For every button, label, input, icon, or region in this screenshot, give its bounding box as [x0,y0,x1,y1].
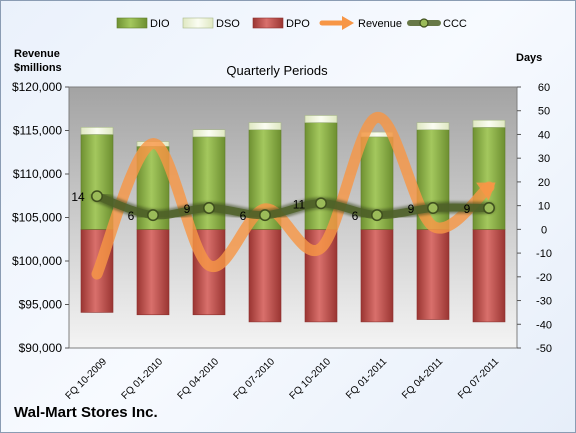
legend-swatch-dio [116,17,148,29]
bar-dpo [416,229,450,320]
ccc-data-label: 9 [464,202,471,216]
right-axis-tick-label: -50 [536,343,552,355]
ccc-point [203,202,215,214]
revenue-line [91,111,495,280]
legend-swatch-dso [182,17,214,29]
category-label: FQ 04-2011 [400,356,445,401]
bar-dso [80,127,114,135]
revenue-arrow-head [476,182,496,201]
ccc-point [91,190,103,203]
legend-label-dpo: DPO [286,18,310,30]
legend-swatch-dpo [252,17,284,29]
ccc-data-label: 11 [293,197,306,211]
ccc-data-label: 9 [408,202,415,216]
right-axis-tick-label: 20 [538,177,550,189]
left-axis-tick-label: $95,000 [19,298,63,312]
left-axis-title-line1: Revenue [14,48,60,60]
category-label: FQ 07-2011 [456,356,501,401]
category-label: FQ 10-2010 [288,356,334,402]
bar-dpo [360,229,394,323]
bar-dio [304,122,338,230]
right-axis-tick-label: 60 [538,82,550,94]
right-axis-tick-label: 0 [541,224,547,236]
left-axis-tick-label: $120,000 [12,80,62,94]
right-axis-tick-label: -30 [536,296,552,308]
right-axis-tick-label: 50 [538,106,550,118]
left-axis-tick-label: $100,000 [12,254,62,268]
category-label: FQ 01-2010 [120,356,166,402]
legend-label-dso: DSO [216,18,240,30]
legend-label-revenue: Revenue [358,18,402,30]
bar-dso [248,122,282,131]
right-axis-tick-label: 30 [538,153,550,165]
ccc-point [427,202,439,214]
right-axis-tick-label: 10 [538,201,550,213]
bar-dso [304,115,338,123]
ccc-data-label: 6 [128,209,135,223]
right-axis-tick-label: -20 [536,272,552,284]
right-axis-tick-label: -40 [536,319,552,331]
legend-swatch-ccc-dot [419,18,429,28]
ccc-data-label: 9 [184,202,191,216]
bar-dpo [136,229,170,316]
bar-dpo [472,229,506,323]
bar-dpo [248,229,282,323]
ccc-point [315,197,327,210]
legend: DIO DSO DPO Revenue CCC [116,16,467,30]
category-label: FQ 04-2010 [176,356,222,402]
ccc-data-label: 6 [352,209,359,223]
category-label: FQ 07-2010 [232,356,278,402]
left-axis-tick-label: $90,000 [19,341,63,355]
ccc-data-label: 14 [71,190,85,204]
bar-dio [192,136,226,230]
left-axis-title: Revenue $millions [14,47,62,75]
legend-swatch-revenue-head [342,16,354,30]
ccc-point [483,202,495,214]
bar-dso [192,129,226,138]
category-label: FQ 10-2009 [64,356,110,402]
left-axis-title-line2: $millions [14,62,62,74]
left-axis-tick-label: $115,000 [13,124,62,138]
bar-dio [80,134,114,230]
left-axis-tick-label: $110,000 [13,167,62,181]
company-name: Wal-Mart Stores Inc. [14,404,158,421]
category-label: FQ 01-2011 [344,356,389,401]
legend-label-dio: DIO [150,18,170,30]
ccc-data-label: 6 [240,209,247,223]
ccc-point [147,209,159,222]
chart-title: Quarterly Periods [226,63,328,78]
ccc-point [371,209,383,222]
right-axis-title: Days [516,52,543,64]
left-axis-tick-label: $105,000 [12,211,62,225]
ccc-point [259,209,271,222]
bar-dso [416,122,450,131]
bar-dio [472,127,506,230]
bar-dso [472,119,506,128]
plot-area [68,86,518,349]
right-axis-tick-label: -10 [536,248,552,260]
legend-label-ccc: CCC [443,18,467,30]
right-axis-tick-label: 40 [538,129,550,141]
